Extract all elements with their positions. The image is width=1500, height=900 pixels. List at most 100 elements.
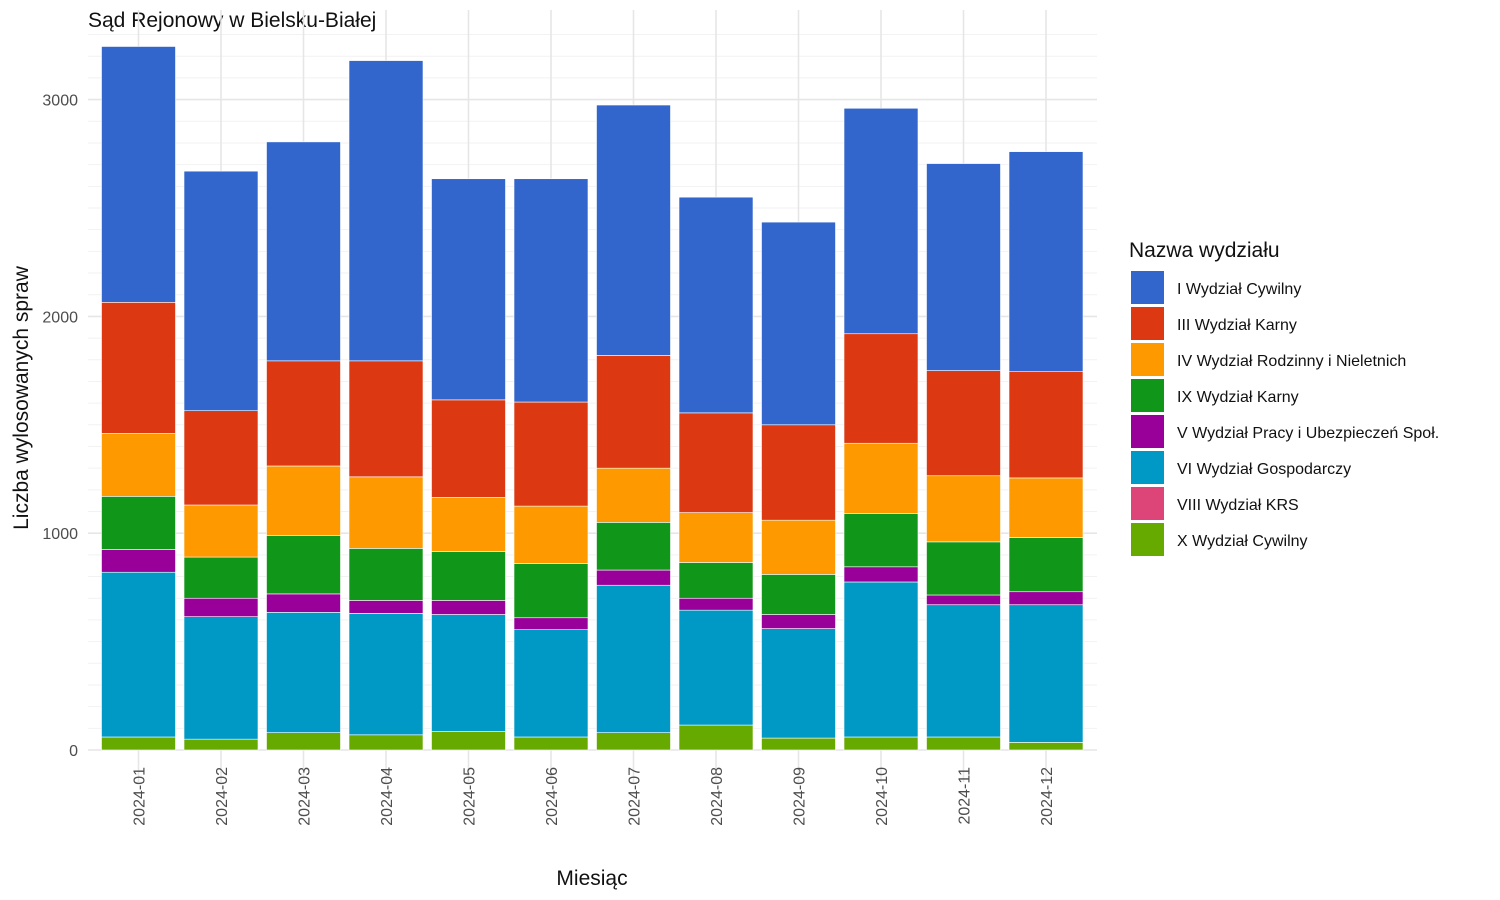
- y-tick-label: 0: [69, 743, 78, 760]
- x-tick-label: 2024-11: [957, 767, 974, 825]
- y-tick-label: 3000: [42, 93, 78, 110]
- legend-swatch: [1131, 451, 1164, 484]
- bar-segment: [183, 170, 259, 412]
- x-tick-label: 2024-07: [627, 767, 644, 826]
- bar-segment: [926, 163, 1001, 371]
- bar-segment: [431, 600, 506, 615]
- bar-segment: [431, 614, 506, 732]
- bar-segment: [678, 609, 754, 726]
- x-tick-label: 2024-04: [379, 767, 396, 826]
- x-tick-label: 2024-03: [297, 767, 314, 826]
- y-tick-label: 2000: [42, 309, 78, 326]
- bar-segment: [348, 60, 424, 362]
- legend-label: VIII Wydział KRS: [1177, 497, 1299, 514]
- bar-segment: [596, 732, 671, 751]
- bar-segment: [843, 333, 919, 444]
- bar-segment: [678, 412, 754, 513]
- bar-segment: [678, 512, 754, 563]
- bar-segment: [513, 505, 589, 564]
- bar-segment: [761, 737, 836, 751]
- bar-segment: [843, 442, 919, 514]
- legend-swatch: [1131, 379, 1164, 412]
- bar-segment: [843, 581, 919, 738]
- bar-segment: [266, 732, 341, 751]
- bar-segment: [926, 475, 1001, 543]
- legend-swatch: [1131, 307, 1164, 340]
- bar-segment: [596, 522, 671, 571]
- bar-segment: [513, 617, 589, 630]
- bar-segment: [101, 549, 176, 573]
- bar-segment: [1008, 537, 1084, 593]
- bar-segment: [101, 496, 176, 550]
- bar-segment: [183, 410, 259, 506]
- bar-segment: [1008, 477, 1084, 538]
- y-axis-title: Liczba wylosowanych spraw: [10, 265, 33, 530]
- bar-segment: [101, 433, 176, 497]
- bar-segment: [183, 616, 259, 740]
- x-tick-label: 2024-06: [544, 767, 561, 826]
- bar-segment: [678, 562, 754, 599]
- bar-segment: [348, 360, 424, 478]
- bar-segment: [596, 355, 671, 469]
- bar-segment: [761, 519, 836, 575]
- bar-segment: [1008, 151, 1084, 372]
- bar-segment: [431, 731, 506, 751]
- bar-segment: [926, 541, 1001, 596]
- x-tick-label: 2024-09: [792, 767, 809, 826]
- x-axis-tick-labels: 2024-01 2024-02 2024-03 2024-04 2024-05 2024-…: [132, 767, 1057, 826]
- bar-segment: [266, 593, 341, 613]
- bar-segment: [926, 736, 1001, 751]
- bar-segment: [183, 597, 259, 617]
- x-axis-title: Miesiąc: [556, 867, 627, 890]
- bar-segment: [266, 535, 341, 595]
- bar-segment: [761, 574, 836, 615]
- bar-segment: [596, 569, 671, 586]
- bar-segment: [431, 497, 506, 552]
- bar-segment: [348, 734, 424, 751]
- bar-segment: [266, 465, 341, 536]
- x-tick-label: 2024-08: [709, 767, 726, 826]
- bar-segment: [678, 597, 754, 611]
- bar-segment: [101, 302, 176, 434]
- bar-segment: [431, 178, 506, 401]
- y-tick-label: 1000: [42, 526, 78, 543]
- y-axis-tick-labels: 0 1000 2000 3000: [42, 93, 78, 760]
- bar-segment: [843, 736, 919, 751]
- bar-segment: [348, 600, 424, 614]
- x-tick-label: 2024-02: [214, 767, 231, 826]
- bar-segment: [183, 556, 259, 599]
- bar-segment: [348, 476, 424, 549]
- legend: Nazwa wydziału I Wydział Cywilny III Wydz…: [1129, 239, 1439, 556]
- bar-segment: [1008, 742, 1084, 751]
- bar-segment: [1008, 371, 1084, 479]
- bar-segment: [101, 46, 176, 303]
- bar-segment: [926, 594, 1001, 606]
- bar-segment: [843, 513, 919, 568]
- bar-segment: [101, 736, 176, 751]
- x-tick-label: 2024-05: [462, 767, 479, 826]
- legend-swatch: [1131, 487, 1164, 520]
- bar-segment: [761, 221, 836, 426]
- bar-segment: [926, 370, 1001, 477]
- bar-segment: [596, 467, 671, 523]
- bar-segment: [513, 563, 589, 619]
- bar-segment: [761, 614, 836, 629]
- chart-title: Sąd Rejonowy w Bielsku-Białej: [88, 9, 376, 32]
- bar-segment: [843, 566, 919, 583]
- bar-segment: [1008, 604, 1084, 743]
- bar-segment: [513, 178, 589, 403]
- legend-title: Nazwa wydziału: [1129, 239, 1280, 262]
- bar-segment: [101, 571, 176, 738]
- bar-segment: [266, 612, 341, 733]
- bar-segment: [513, 736, 589, 751]
- x-tick-label: 2024-10: [874, 767, 891, 826]
- bar-segment: [266, 141, 341, 362]
- legend-label: IX Wydział Karny: [1177, 389, 1299, 406]
- legend-swatch: [1131, 415, 1164, 448]
- bar-segment: [678, 724, 754, 751]
- bar-segment: [183, 738, 259, 751]
- legend-swatch: [1131, 271, 1164, 304]
- legend-label: VI Wydział Gospodarczy: [1177, 461, 1351, 478]
- bar-segment: [513, 401, 589, 507]
